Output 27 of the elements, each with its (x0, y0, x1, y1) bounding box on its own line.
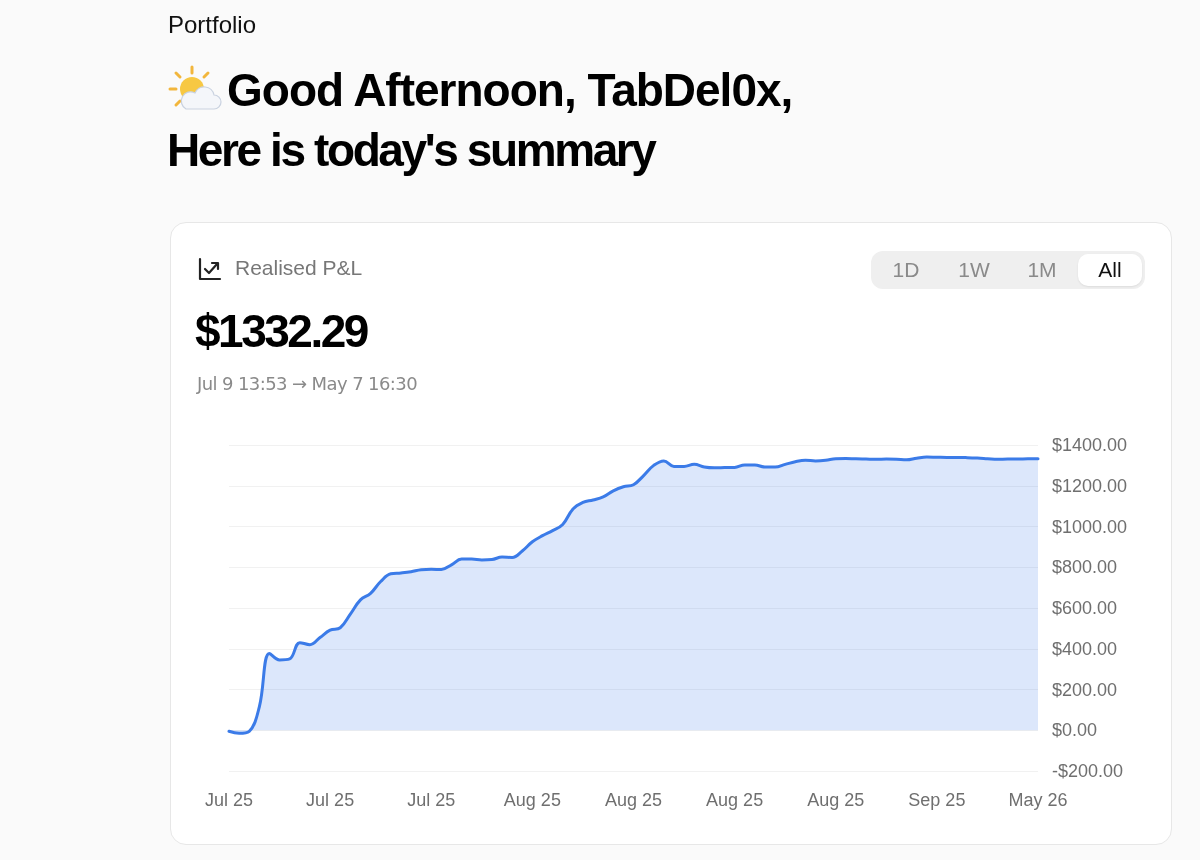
y-tick-label: $1200.00 (1052, 475, 1128, 496)
y-tick-label: $1000.00 (1052, 516, 1128, 537)
y-tick-label: $400.00 (1052, 638, 1118, 659)
x-tick-label: Sep 25 (908, 790, 966, 810)
x-tick-label: Jul 25 (306, 790, 355, 810)
y-tick-label: $800.00 (1052, 557, 1118, 578)
y-tick-label: $1400.00 (1052, 435, 1128, 455)
x-tick-label: Aug 25 (604, 790, 663, 810)
text: Portfolio (168, 11, 257, 39)
text: 1D (891, 257, 921, 283)
x-tick-label: Aug 25 (706, 790, 764, 810)
x-tick-label: Aug 25 (807, 790, 865, 810)
x-tick-label: Jul 25 (204, 790, 254, 810)
chart-title: Realised P&L (235, 255, 363, 281)
y-tick-label: $600.00 (1052, 598, 1118, 618)
chart-subtitle: $1332.29 (195, 304, 367, 359)
x-tick-label: May 26 (1008, 790, 1068, 810)
text: 1W (957, 257, 991, 283)
text: 1M (1026, 257, 1058, 283)
x-tick-label: Jul 25 (407, 790, 456, 810)
text: Here is today's summary (167, 123, 655, 178)
text: Good Afternoon, TabDel0x, (227, 63, 793, 118)
y-tick-label: $0.00 (1052, 720, 1098, 741)
text: Jul 9 13:53 → May 7 16:30 (197, 372, 417, 396)
y-tick-label: -$200.00 (1052, 761, 1124, 781)
y-tick-label: $200.00 (1052, 679, 1118, 700)
x-tick-label: Aug 25 (503, 790, 561, 810)
